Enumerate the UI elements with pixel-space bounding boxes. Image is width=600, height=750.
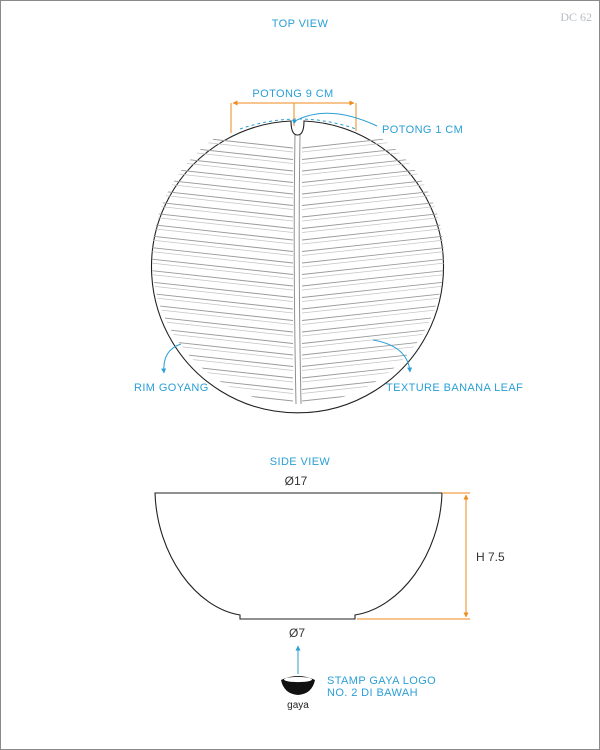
height-label: H 7.5 [476, 550, 505, 564]
leaf-midrib-line [293, 134, 297, 404]
leaf-rib-left-shadow [152, 296, 294, 314]
stamp-label-line2: NO. 2 DI BAWAH [327, 687, 418, 699]
rim-callout-arrow [161, 343, 182, 374]
cut-width-label: POTONG 9 CM [252, 88, 333, 100]
height-dimension [357, 492, 470, 620]
leaf-rib-right-shadow [301, 216, 444, 233]
leaf-rib-left [152, 269, 294, 287]
cut-depth-label: POTONG 1 CM [382, 124, 463, 136]
leaf-rib-left [152, 281, 294, 298]
leaf-rib-right-shadow [301, 273, 444, 291]
leaf-rib-right-shadow [301, 285, 444, 302]
leaf-rib-left [152, 223, 294, 241]
leaf-rib-left-shadow [152, 216, 294, 233]
leaf-rib-right-shadow [301, 296, 444, 314]
leaf-rib-left-shadow [152, 308, 294, 325]
leaf-rib-left [152, 212, 294, 229]
leaf-rib-left-shadow [152, 239, 294, 256]
leaf-rib-right [301, 246, 444, 264]
gaya-logo: gaya [281, 676, 315, 711]
top-diameter-label: Ø17 [285, 474, 308, 488]
stamp-label-line1: STAMP GAYA LOGO [327, 675, 436, 687]
top-view-title: TOP VIEW [272, 18, 329, 30]
banana-leaf-texture [152, 131, 444, 404]
leaf-rib-left-shadow [152, 135, 294, 153]
leaf-rib-right-shadow [301, 250, 444, 268]
original-rim-dashed-arc [239, 118, 357, 130]
leaf-rib-right-shadow [301, 308, 444, 325]
leaf-rib-left-shadow [152, 204, 294, 222]
side-view: SIDE VIEW Ø17 H 7.5 Ø7 gaya STAMP GAYA L… [154, 456, 505, 711]
leaf-rib-left [152, 292, 294, 310]
texture-callout-arrow [372, 339, 413, 373]
leaf-midrib-line [298, 134, 302, 404]
leaf-rib-right [301, 212, 444, 229]
logo-text: gaya [287, 700, 309, 711]
leaf-rib-right-shadow [301, 204, 444, 222]
leaf-rib-left-shadow [152, 262, 294, 279]
top-view: TOP VIEW POTONG 9 CM POTONG 1 CM RIM GOY… [134, 18, 523, 414]
bowl-profile [154, 492, 443, 620]
leaf-rib-right [301, 235, 444, 252]
leaf-rib-left [152, 131, 294, 149]
leaf-rib-right [301, 223, 444, 241]
leaf-rib-right [301, 292, 444, 310]
sheet-code: DC 62 [560, 10, 592, 24]
cut-depth-arrow [291, 112, 378, 127]
leaf-rib-left [152, 246, 294, 264]
base-diameter-label: Ø7 [289, 626, 305, 640]
leaf-rib-left [152, 235, 294, 252]
side-view-title: SIDE VIEW [270, 456, 331, 468]
leaf-rib-right [301, 269, 444, 287]
leaf-rib-left-shadow [152, 285, 294, 302]
leaf-rib-right-shadow [301, 262, 444, 279]
rim-label: RIM GOYANG [134, 382, 209, 394]
leaf-rib-left-shadow [152, 250, 294, 268]
texture-label: TEXTURE BANANA LEAF [386, 382, 523, 394]
leaf-rib-right [301, 281, 444, 298]
leaf-rib-left-shadow [152, 227, 294, 245]
leaf-rib-right [301, 304, 444, 321]
leaf-rib-left [152, 258, 294, 275]
leaf-rib-right-shadow [301, 239, 444, 256]
plate-outline [150, 120, 445, 414]
leaf-rib-right-shadow [301, 227, 444, 245]
leaf-rib-left [152, 304, 294, 321]
leaf-rib-left-shadow [152, 273, 294, 291]
leaf-rib-right-shadow [301, 135, 444, 153]
leaf-rib-right [301, 258, 444, 275]
